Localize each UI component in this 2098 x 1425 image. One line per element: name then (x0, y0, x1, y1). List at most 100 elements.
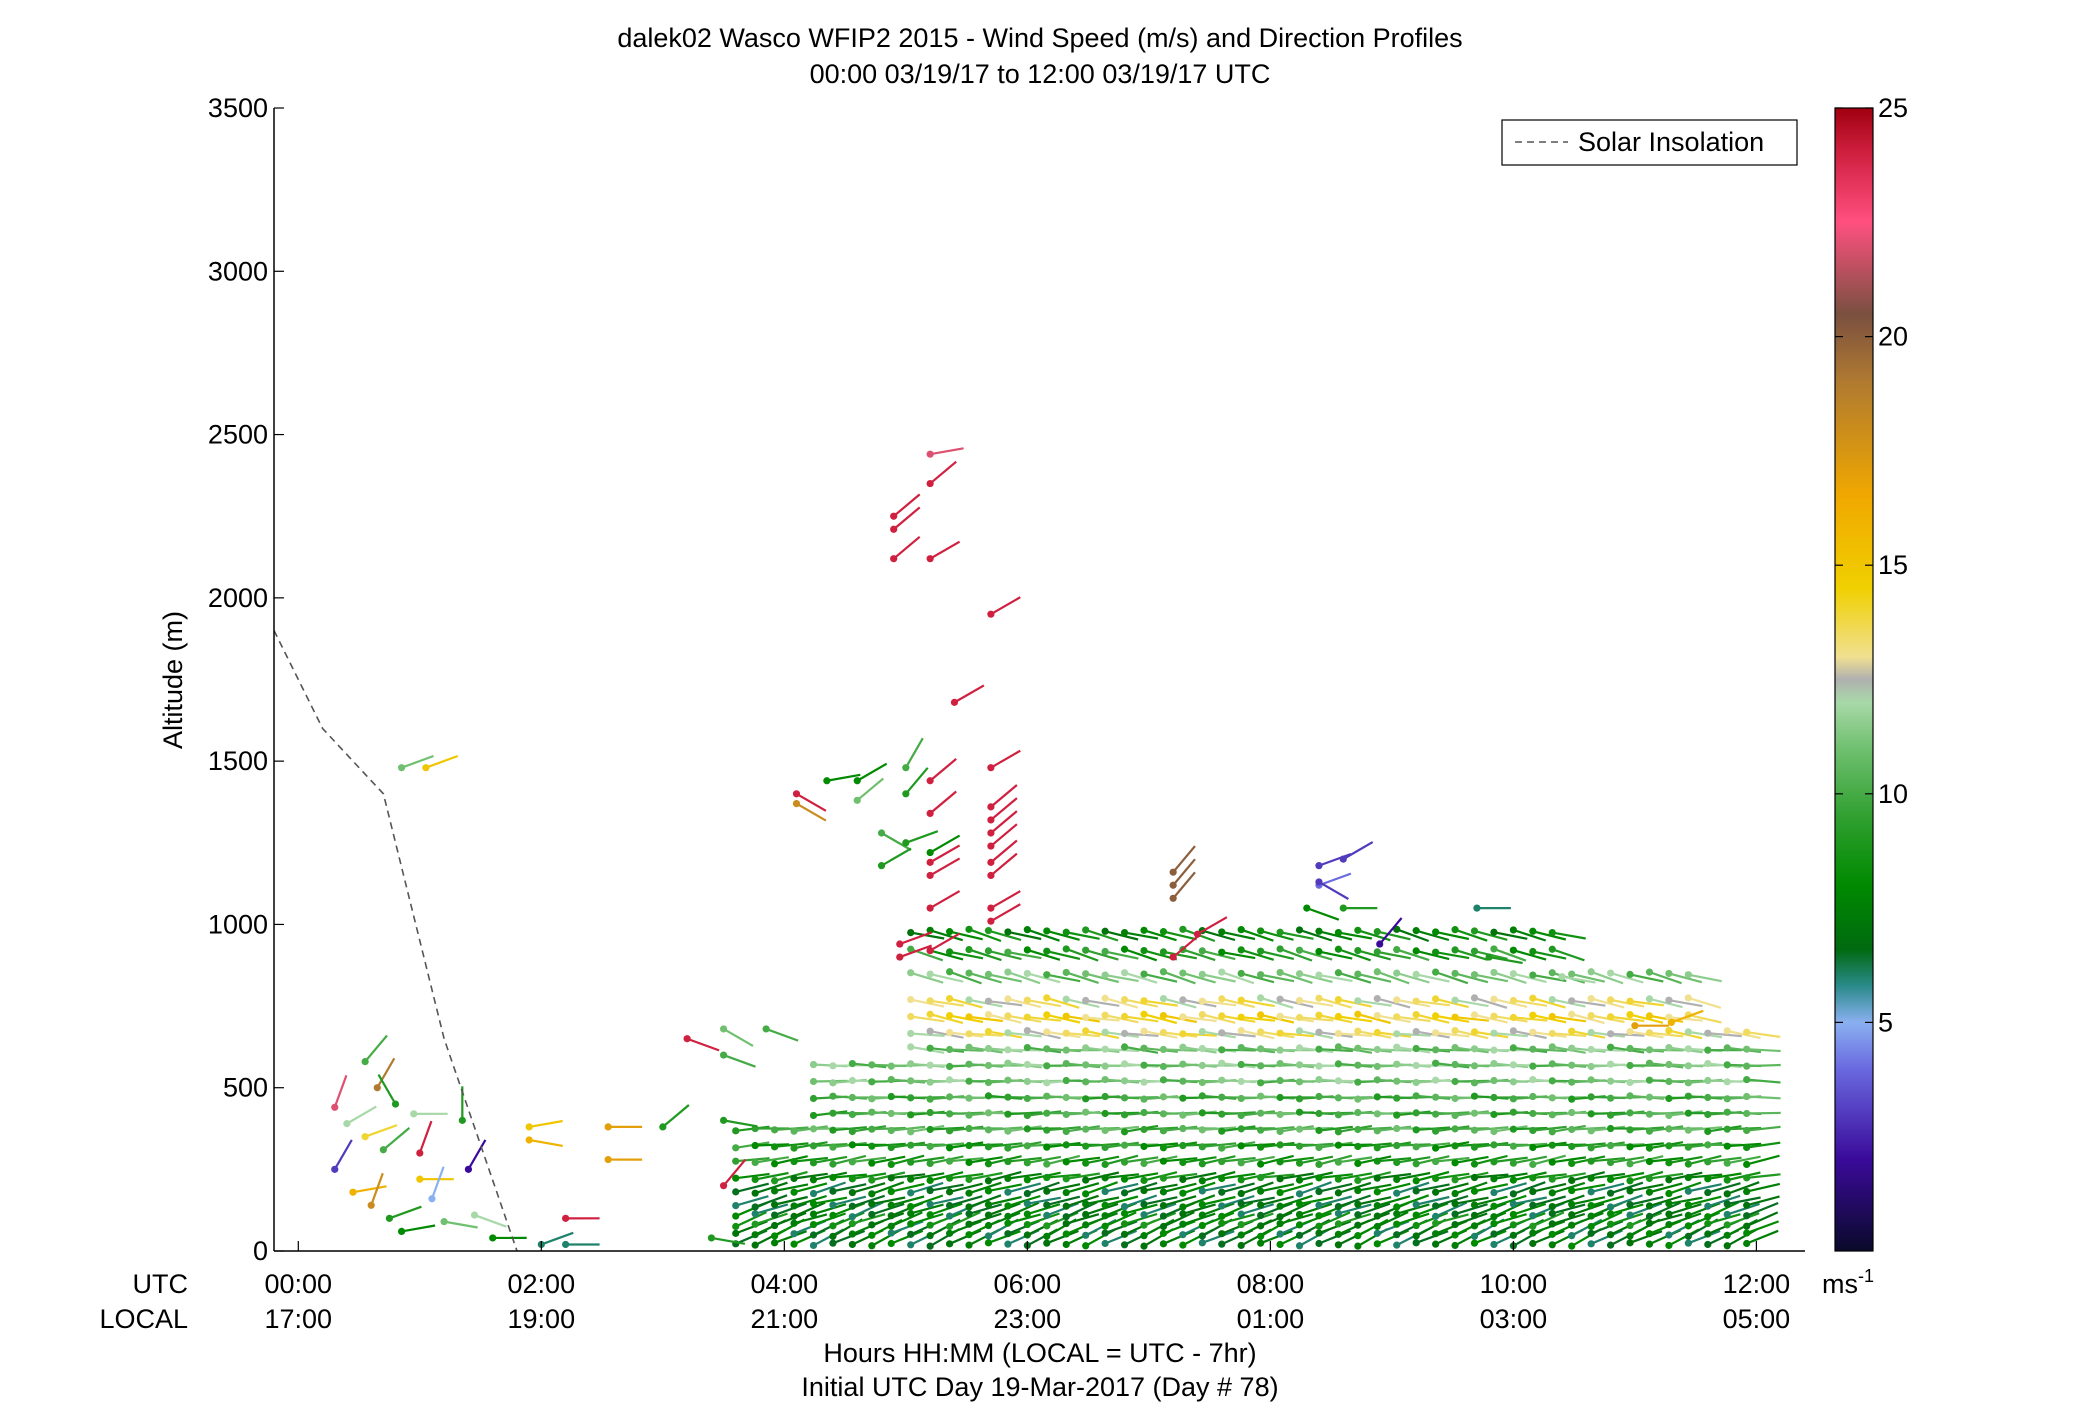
wind-barb-dot (1004, 1093, 1012, 1101)
wind-barb (1626, 1211, 1663, 1230)
wind-barb (1529, 1173, 1567, 1182)
wind-barb (1529, 1182, 1567, 1196)
wind-barb-dot (1373, 1076, 1381, 1084)
wind-barb-dot (1004, 1059, 1012, 1067)
wind-barb-dot (987, 858, 995, 866)
wind-barb-shaft (1396, 1181, 1430, 1195)
wind-barb (1354, 997, 1392, 1007)
wind-barb (1334, 1203, 1372, 1218)
wind-barb (1276, 1172, 1314, 1183)
wind-barb (1432, 928, 1470, 941)
wind-barb-shaft (1668, 1029, 1703, 1040)
wind-barb-dot (1159, 994, 1168, 1003)
wind-barb-dot (1743, 1239, 1751, 1248)
wind-barb-dot (1043, 1062, 1051, 1070)
wind-barb-dot (361, 1057, 369, 1066)
wind-barb-dot (1626, 1239, 1634, 1247)
wind-barb-shaft (929, 929, 964, 942)
wind-barb-dot (1568, 1200, 1576, 1208)
wind-barb-shaft (1746, 1031, 1781, 1038)
wind-barb-dot (1548, 1141, 1556, 1149)
wind-barb-dot (965, 1231, 973, 1239)
wind-barb-dot (1023, 1094, 1031, 1103)
wind-barb (1684, 1195, 1722, 1209)
wind-barb-dot (1490, 968, 1498, 977)
wind-barb-dot (809, 1094, 818, 1103)
wind-barb (926, 540, 961, 563)
wind-barb-dot (1470, 947, 1479, 955)
wind-barb (1645, 1172, 1684, 1183)
wind-barb-dot (1120, 1111, 1129, 1119)
wind-barb-dot (732, 1229, 740, 1237)
wind-barb-dot (422, 764, 430, 772)
wind-barb-dot (926, 1221, 934, 1229)
wind-barb-dot (1743, 1143, 1751, 1152)
wind-barb-shaft (949, 1172, 984, 1180)
wind-barb-dot (1645, 1029, 1654, 1037)
y-tick-label: 3500 (208, 93, 268, 123)
wind-barb-dot (1354, 1027, 1362, 1035)
wind-barb-shaft (1172, 871, 1196, 900)
wind-barb-dot (1295, 1190, 1304, 1198)
wind-barb-shaft (1163, 1048, 1198, 1052)
wind-barb-shaft (1221, 997, 1256, 1009)
wind-barb-dot (1548, 1189, 1556, 1197)
wind-barb-shaft (1591, 1048, 1626, 1052)
wind-barb-dot (1723, 1200, 1731, 1208)
wind-barb-shaft (1454, 999, 1489, 1008)
wind-barb-dot (965, 1060, 973, 1068)
wind-barb (1645, 1201, 1681, 1220)
wind-barb-dot (1626, 1126, 1634, 1134)
wind-barb-dot (1451, 1241, 1459, 1250)
wind-barb-dot (1198, 947, 1206, 955)
wind-barb-dot (1062, 1202, 1070, 1210)
wind-barb-dot (732, 1222, 740, 1231)
wind-barb-shaft (722, 1158, 747, 1187)
wind-barb-dot (907, 928, 915, 937)
wind-barb-dot (1062, 1093, 1070, 1102)
wind-barb-dot (1568, 1010, 1576, 1018)
wind-barb-shaft (1066, 1172, 1100, 1180)
wind-barb-shaft (1007, 951, 1042, 960)
wind-barb-shaft (1318, 1211, 1351, 1228)
wind-barb (1120, 945, 1158, 962)
wind-barb-shaft (735, 1172, 770, 1180)
wind-barb-shaft (988, 1230, 1021, 1244)
wind-barb-shaft (774, 1170, 808, 1182)
wind-barb-dot (926, 904, 934, 912)
wind-barb-dot (1723, 1027, 1731, 1035)
wind-barb-dot (1626, 1232, 1634, 1240)
wind-barb-dot (1159, 1202, 1168, 1210)
wind-barb-shaft (929, 540, 961, 560)
wind-barb-dot (1354, 1095, 1362, 1103)
wind-barb (1558, 973, 1596, 984)
wind-barb-dot (1684, 1239, 1692, 1247)
wind-barb-dot (1587, 1157, 1595, 1165)
wind-barb-shaft (910, 1181, 944, 1194)
wind-barb (890, 506, 921, 533)
wind-barb-dot (1490, 1240, 1498, 1249)
wind-barb-shaft (754, 1203, 789, 1215)
wind-barb-dot (926, 1242, 934, 1250)
wind-barb-shaft (333, 1075, 348, 1108)
wind-barb-shaft (1221, 1172, 1256, 1180)
wind-barb-dot (926, 479, 934, 488)
wind-barb-dot (1101, 1075, 1109, 1084)
wind-barb-dot (1198, 997, 1206, 1005)
wind-barb-dot (887, 1143, 895, 1152)
wind-barb (1101, 994, 1139, 1009)
wind-barb-dot (1179, 1030, 1187, 1038)
wind-barb-dot (1529, 1239, 1537, 1248)
wind-barb-dot (1432, 1076, 1440, 1084)
wind-barb-dot (1548, 1043, 1556, 1051)
wind-barb-dot (945, 1229, 954, 1237)
wind-barb (1432, 1029, 1470, 1038)
wind-barb-dot (1062, 1230, 1070, 1238)
wind-barb-shaft (425, 754, 459, 769)
wind-barb-dot (926, 1061, 934, 1069)
wind-barb (984, 1183, 1023, 1195)
wind-barb-dot (1432, 1157, 1440, 1166)
wind-barb-shaft (988, 1142, 1023, 1148)
wind-barb-dot (1568, 1044, 1576, 1052)
wind-barb-dot (1198, 1109, 1206, 1117)
